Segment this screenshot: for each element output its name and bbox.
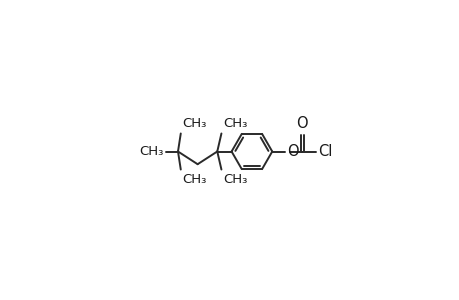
Text: CH₃: CH₃ bbox=[182, 173, 206, 186]
Text: Cl: Cl bbox=[318, 144, 332, 159]
Text: O: O bbox=[296, 116, 308, 131]
Text: O: O bbox=[286, 144, 298, 159]
Text: CH₃: CH₃ bbox=[222, 173, 246, 186]
Text: CH₃: CH₃ bbox=[182, 117, 206, 130]
Text: CH₃: CH₃ bbox=[139, 145, 163, 158]
Text: CH₃: CH₃ bbox=[222, 117, 246, 130]
